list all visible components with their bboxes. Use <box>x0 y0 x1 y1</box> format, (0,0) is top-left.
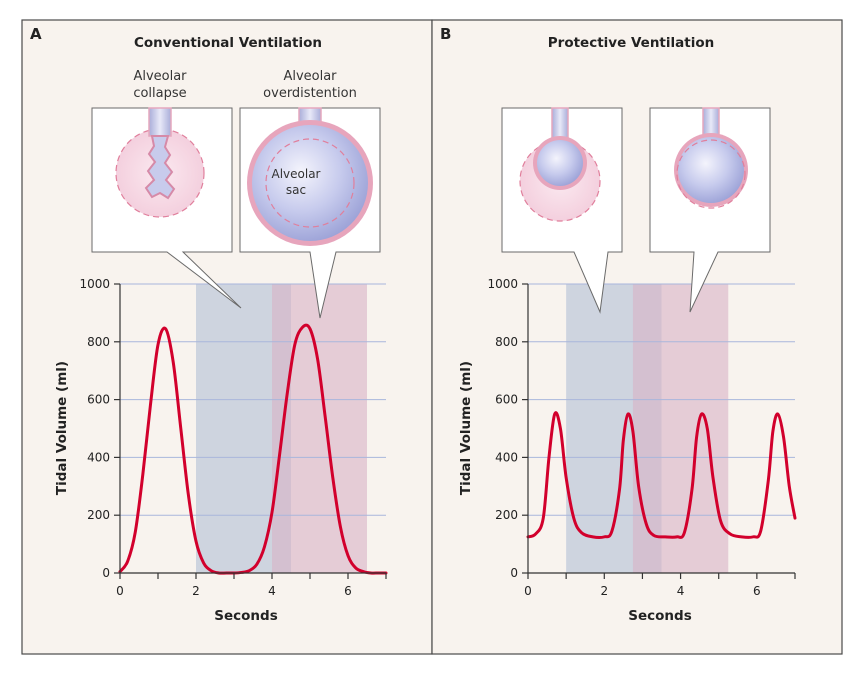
panel-a-grid <box>120 283 386 516</box>
panel-a-letter: A <box>30 25 42 43</box>
panel-a-ytick-label: 800 <box>87 335 110 349</box>
panel-b-letter: B <box>440 25 451 43</box>
panel-b-axes: 0 200 400 600 800 1000 0 2 4 6 <box>487 277 796 598</box>
panel-a-xlabel: Seconds <box>214 608 277 624</box>
panel-a-ytick-label: 600 <box>87 393 110 407</box>
panel-b-axis-lines <box>527 284 795 574</box>
panel-b: B Protective Ventilation 0 200 400 600 800 10… <box>431 19 843 655</box>
callout-overdistention-label: Alveolar overdistention <box>263 69 357 101</box>
panel-b-ytick-label: 400 <box>495 450 518 464</box>
panel-a-ytick-label: 200 <box>87 508 110 522</box>
panel-a-title: Conventional Ventilation <box>134 35 322 51</box>
panel-b-ytick-label: 0 <box>510 566 518 580</box>
callout-protective-overdistention <box>649 107 771 313</box>
overdistended-alveolus-icon <box>247 107 373 246</box>
panel-b-xtick-label: 6 <box>753 584 761 598</box>
panel-b-ytick-label: 800 <box>495 335 518 349</box>
panel-a-ytick-label: 400 <box>87 450 110 464</box>
callout-collapse-label: Alveolar collapse <box>133 69 187 101</box>
panel-b-xlabel: Seconds <box>628 608 691 624</box>
panel-a-xtick-label: 0 <box>116 584 124 598</box>
panel-b-title: Protective Ventilation <box>548 35 714 51</box>
panel-a-axes: 0 200 400 600 800 1000 0 2 4 6 <box>79 277 387 598</box>
panel-b-xtick-label: 4 <box>677 584 685 598</box>
panel-b-ytick-label: 600 <box>495 393 518 407</box>
panel-b-xtick-label: 2 <box>600 584 608 598</box>
panel-a-xtick-label: 6 <box>344 584 352 598</box>
callout-protective-collapse <box>501 107 623 314</box>
panel-b-tidal-volume-curve <box>526 411 797 540</box>
panel-a-band-overdistention <box>272 284 367 573</box>
panel-b-curve-layer <box>526 411 797 540</box>
panel-a-bands <box>196 284 367 573</box>
panel-b-xtick-label: 0 <box>524 584 532 598</box>
panel-b-band-overdistention <box>632 284 729 573</box>
panel-a-ylabel: Tidal Volume (ml) <box>54 361 70 495</box>
panel-a-xtick-label: 4 <box>268 584 276 598</box>
normal-alveolus-small-icon <box>519 107 601 222</box>
panel-b-ytick-label: 200 <box>495 508 518 522</box>
callout-overdistention: Alveolar overdistention Alveolar sac <box>239 69 381 319</box>
panel-a-curve-layer <box>118 323 388 575</box>
panel-a-axis-lines <box>119 284 386 574</box>
panel-a-xtick-label: 2 <box>192 584 200 598</box>
panel-a-ytick-label: 0 <box>102 566 110 580</box>
panel-b-ytick-label: 1000 <box>487 277 518 291</box>
panel-b-ylabel: Tidal Volume (ml) <box>458 361 474 495</box>
collapsed-alveolus-icon <box>115 107 205 218</box>
callout-collapse: Alveolar collapse <box>91 69 242 309</box>
panel-a-ytick-label: 1000 <box>79 277 110 291</box>
normal-alveolus-large-icon <box>674 107 748 209</box>
panel-a: A Conventional Ventilation 0 200 400 600 800… <box>21 19 433 655</box>
alveolar-sac-label: Alveolar sac <box>272 167 321 197</box>
panel-a-tidal-volume-curve <box>118 323 388 575</box>
